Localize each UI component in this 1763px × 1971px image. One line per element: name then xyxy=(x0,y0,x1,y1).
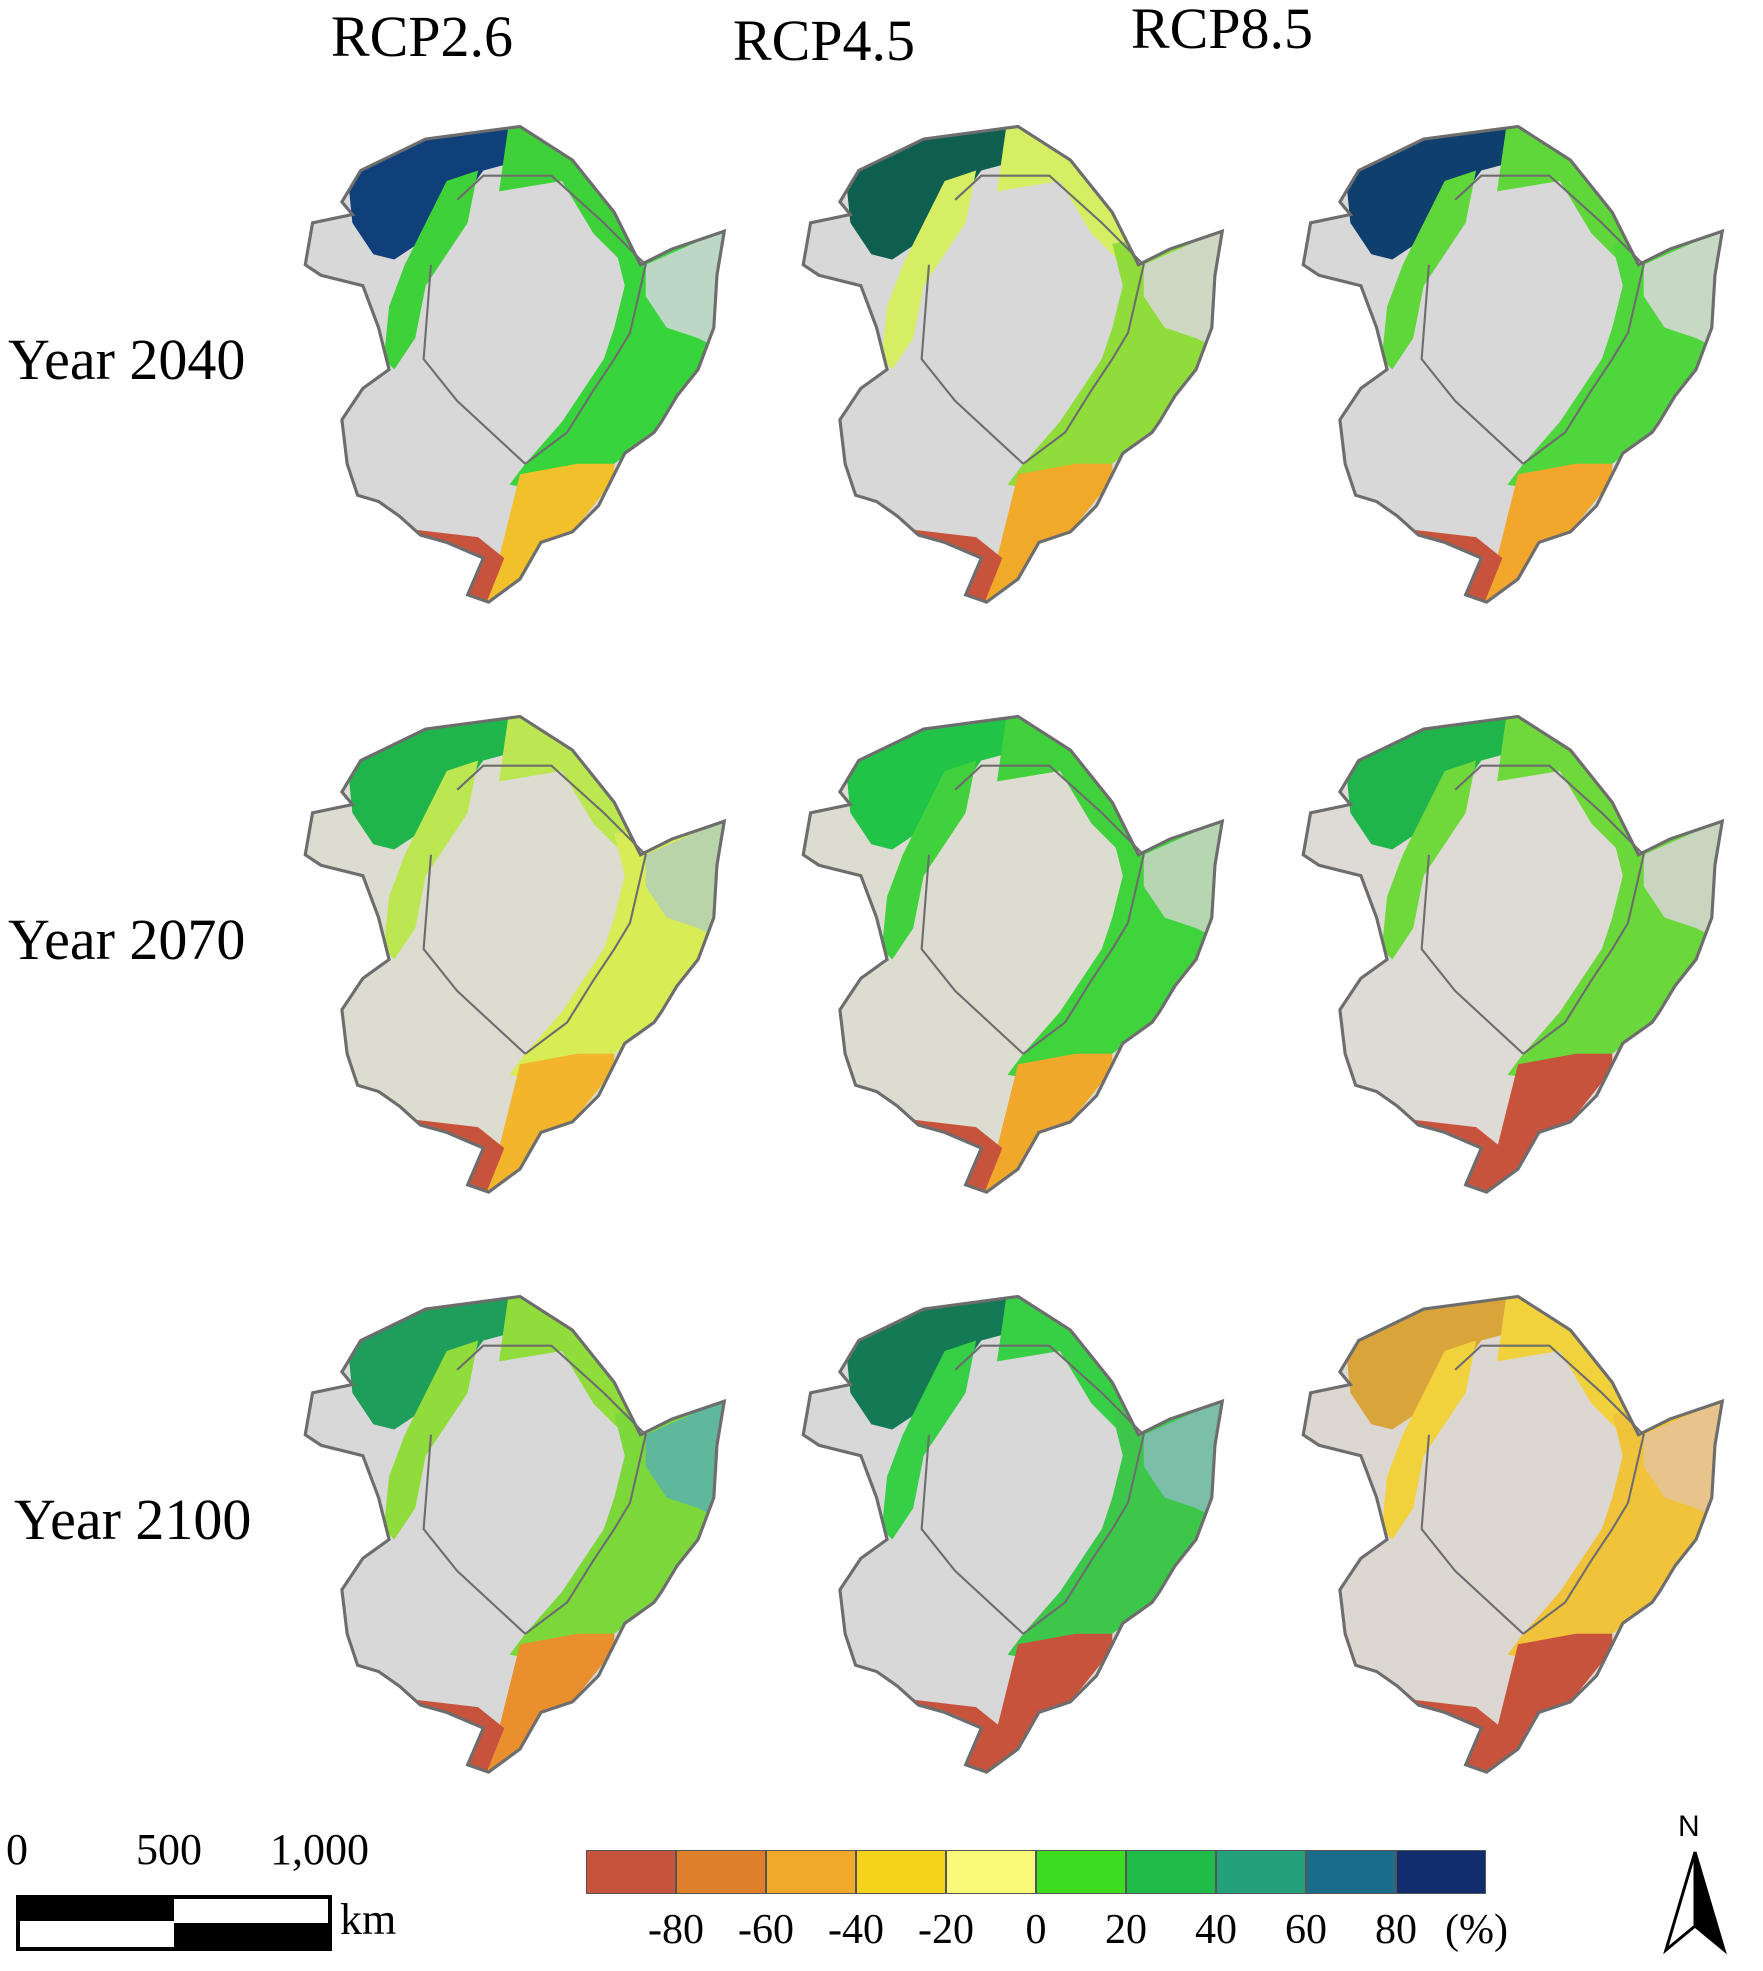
legend-swatch xyxy=(1036,1850,1126,1894)
map-panel xyxy=(798,1270,1238,1830)
legend-swatch xyxy=(586,1850,676,1894)
legend-tick-label: -60 xyxy=(738,1907,794,1953)
legend-tick-label: 80 xyxy=(1375,1907,1417,1953)
region-map xyxy=(801,124,1225,604)
map-panel xyxy=(1298,1270,1738,1830)
region-map xyxy=(801,1294,1225,1774)
legend-swatch xyxy=(676,1850,766,1894)
legend-swatch xyxy=(856,1850,946,1894)
region-map xyxy=(801,714,1225,1194)
region-map xyxy=(1301,124,1725,604)
legend-swatch xyxy=(946,1850,1036,1894)
scale-tick-1000: 1,000 xyxy=(270,1825,369,1874)
north-arrow: N xyxy=(1660,1810,1730,1960)
legend-swatch xyxy=(1126,1850,1216,1894)
column-header-rcp26: RCP2.6 xyxy=(330,4,514,69)
region-map xyxy=(303,124,727,604)
scale-bar-graphic xyxy=(16,1895,332,1951)
map-panel xyxy=(798,100,1238,660)
row-label-2100: Year 2100 xyxy=(14,1487,252,1552)
map-panel xyxy=(300,100,740,660)
map-panel xyxy=(798,690,1238,1250)
north-label: N xyxy=(1678,1810,1700,1843)
legend-swatch xyxy=(766,1850,856,1894)
row-label-2070: Year 2070 xyxy=(8,907,246,972)
legend-unit: (%) xyxy=(1445,1907,1508,1953)
north-arrow-icon xyxy=(1663,1851,1727,1955)
legend-tick-label: -20 xyxy=(918,1907,974,1953)
legend-tick-label: 20 xyxy=(1105,1907,1147,1953)
legend-color-bar xyxy=(586,1850,1486,1894)
region-map xyxy=(1301,1294,1725,1774)
region-map xyxy=(303,714,727,1194)
legend-swatch xyxy=(1216,1850,1306,1894)
column-header-rcp45: RCP4.5 xyxy=(732,8,916,73)
legend-tick-label: 0 xyxy=(1025,1907,1047,1953)
scale-unit: km xyxy=(340,1895,397,1944)
map-panel xyxy=(300,690,740,1250)
row-label-2040: Year 2040 xyxy=(8,327,246,392)
region-map xyxy=(1301,714,1725,1194)
scale-tick-0: 0 xyxy=(6,1825,28,1874)
column-header-rcp85: RCP8.5 xyxy=(1130,0,1314,61)
scale-tick-500: 500 xyxy=(136,1825,202,1874)
legend-tick-label: -40 xyxy=(828,1907,884,1953)
legend-swatch xyxy=(1306,1850,1396,1894)
legend-tick-label: 40 xyxy=(1195,1907,1237,1953)
legend-swatch xyxy=(1396,1850,1486,1894)
legend-tick-label: -80 xyxy=(648,1907,704,1953)
map-panel xyxy=(1298,100,1738,660)
map-panel xyxy=(1298,690,1738,1250)
map-panel xyxy=(300,1270,740,1830)
legend-tick-label: 60 xyxy=(1285,1907,1327,1953)
region-map xyxy=(303,1294,727,1774)
